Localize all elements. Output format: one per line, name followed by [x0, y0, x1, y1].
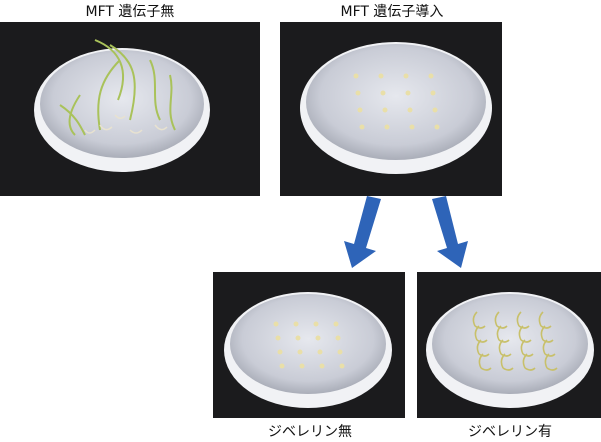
seed [378, 73, 384, 79]
seed [518, 325, 532, 343]
seed [313, 321, 319, 327]
seed [500, 353, 514, 371]
panel-label: MFT 遺伝子無 [86, 4, 175, 20]
seed [299, 363, 305, 369]
seed [516, 311, 530, 329]
seed [295, 335, 301, 341]
seed [275, 335, 281, 341]
seed [319, 363, 325, 369]
seed [293, 321, 299, 327]
seed [317, 349, 323, 355]
seed [478, 353, 492, 371]
seed [384, 124, 390, 130]
seed [297, 349, 303, 355]
seed [380, 90, 386, 96]
seed [315, 335, 321, 341]
seed [382, 107, 388, 113]
seed [359, 124, 365, 130]
seed [337, 349, 343, 355]
seed [339, 363, 345, 369]
seed [355, 90, 361, 96]
panel-label: ジベレリン有 [468, 424, 552, 440]
seed [277, 349, 283, 355]
seed [496, 325, 510, 343]
photo [0, 22, 260, 196]
seed [432, 107, 438, 113]
seed [522, 353, 536, 371]
seed [434, 124, 440, 130]
photo [417, 272, 601, 418]
seed [540, 325, 554, 343]
seed [403, 73, 409, 79]
seed [333, 321, 339, 327]
panel-label: ジベレリン無 [268, 424, 352, 440]
seed [544, 353, 558, 371]
seed [279, 363, 285, 369]
panel-label: MFT 遺伝子導入 [341, 4, 444, 20]
seed [405, 90, 411, 96]
seed [428, 73, 434, 79]
seed [498, 339, 512, 357]
photo [213, 272, 405, 418]
photo [280, 22, 502, 196]
seed [476, 339, 490, 357]
seed [474, 325, 488, 343]
seed [520, 339, 534, 357]
seed [472, 311, 486, 329]
seed [494, 311, 508, 329]
seed [409, 124, 415, 130]
seed [542, 339, 556, 357]
seed [353, 73, 359, 79]
arrow [344, 196, 468, 268]
seed [407, 107, 413, 113]
seed [430, 90, 436, 96]
seed [538, 311, 552, 329]
seed [273, 321, 279, 327]
seed [357, 107, 363, 113]
seed [335, 335, 341, 341]
